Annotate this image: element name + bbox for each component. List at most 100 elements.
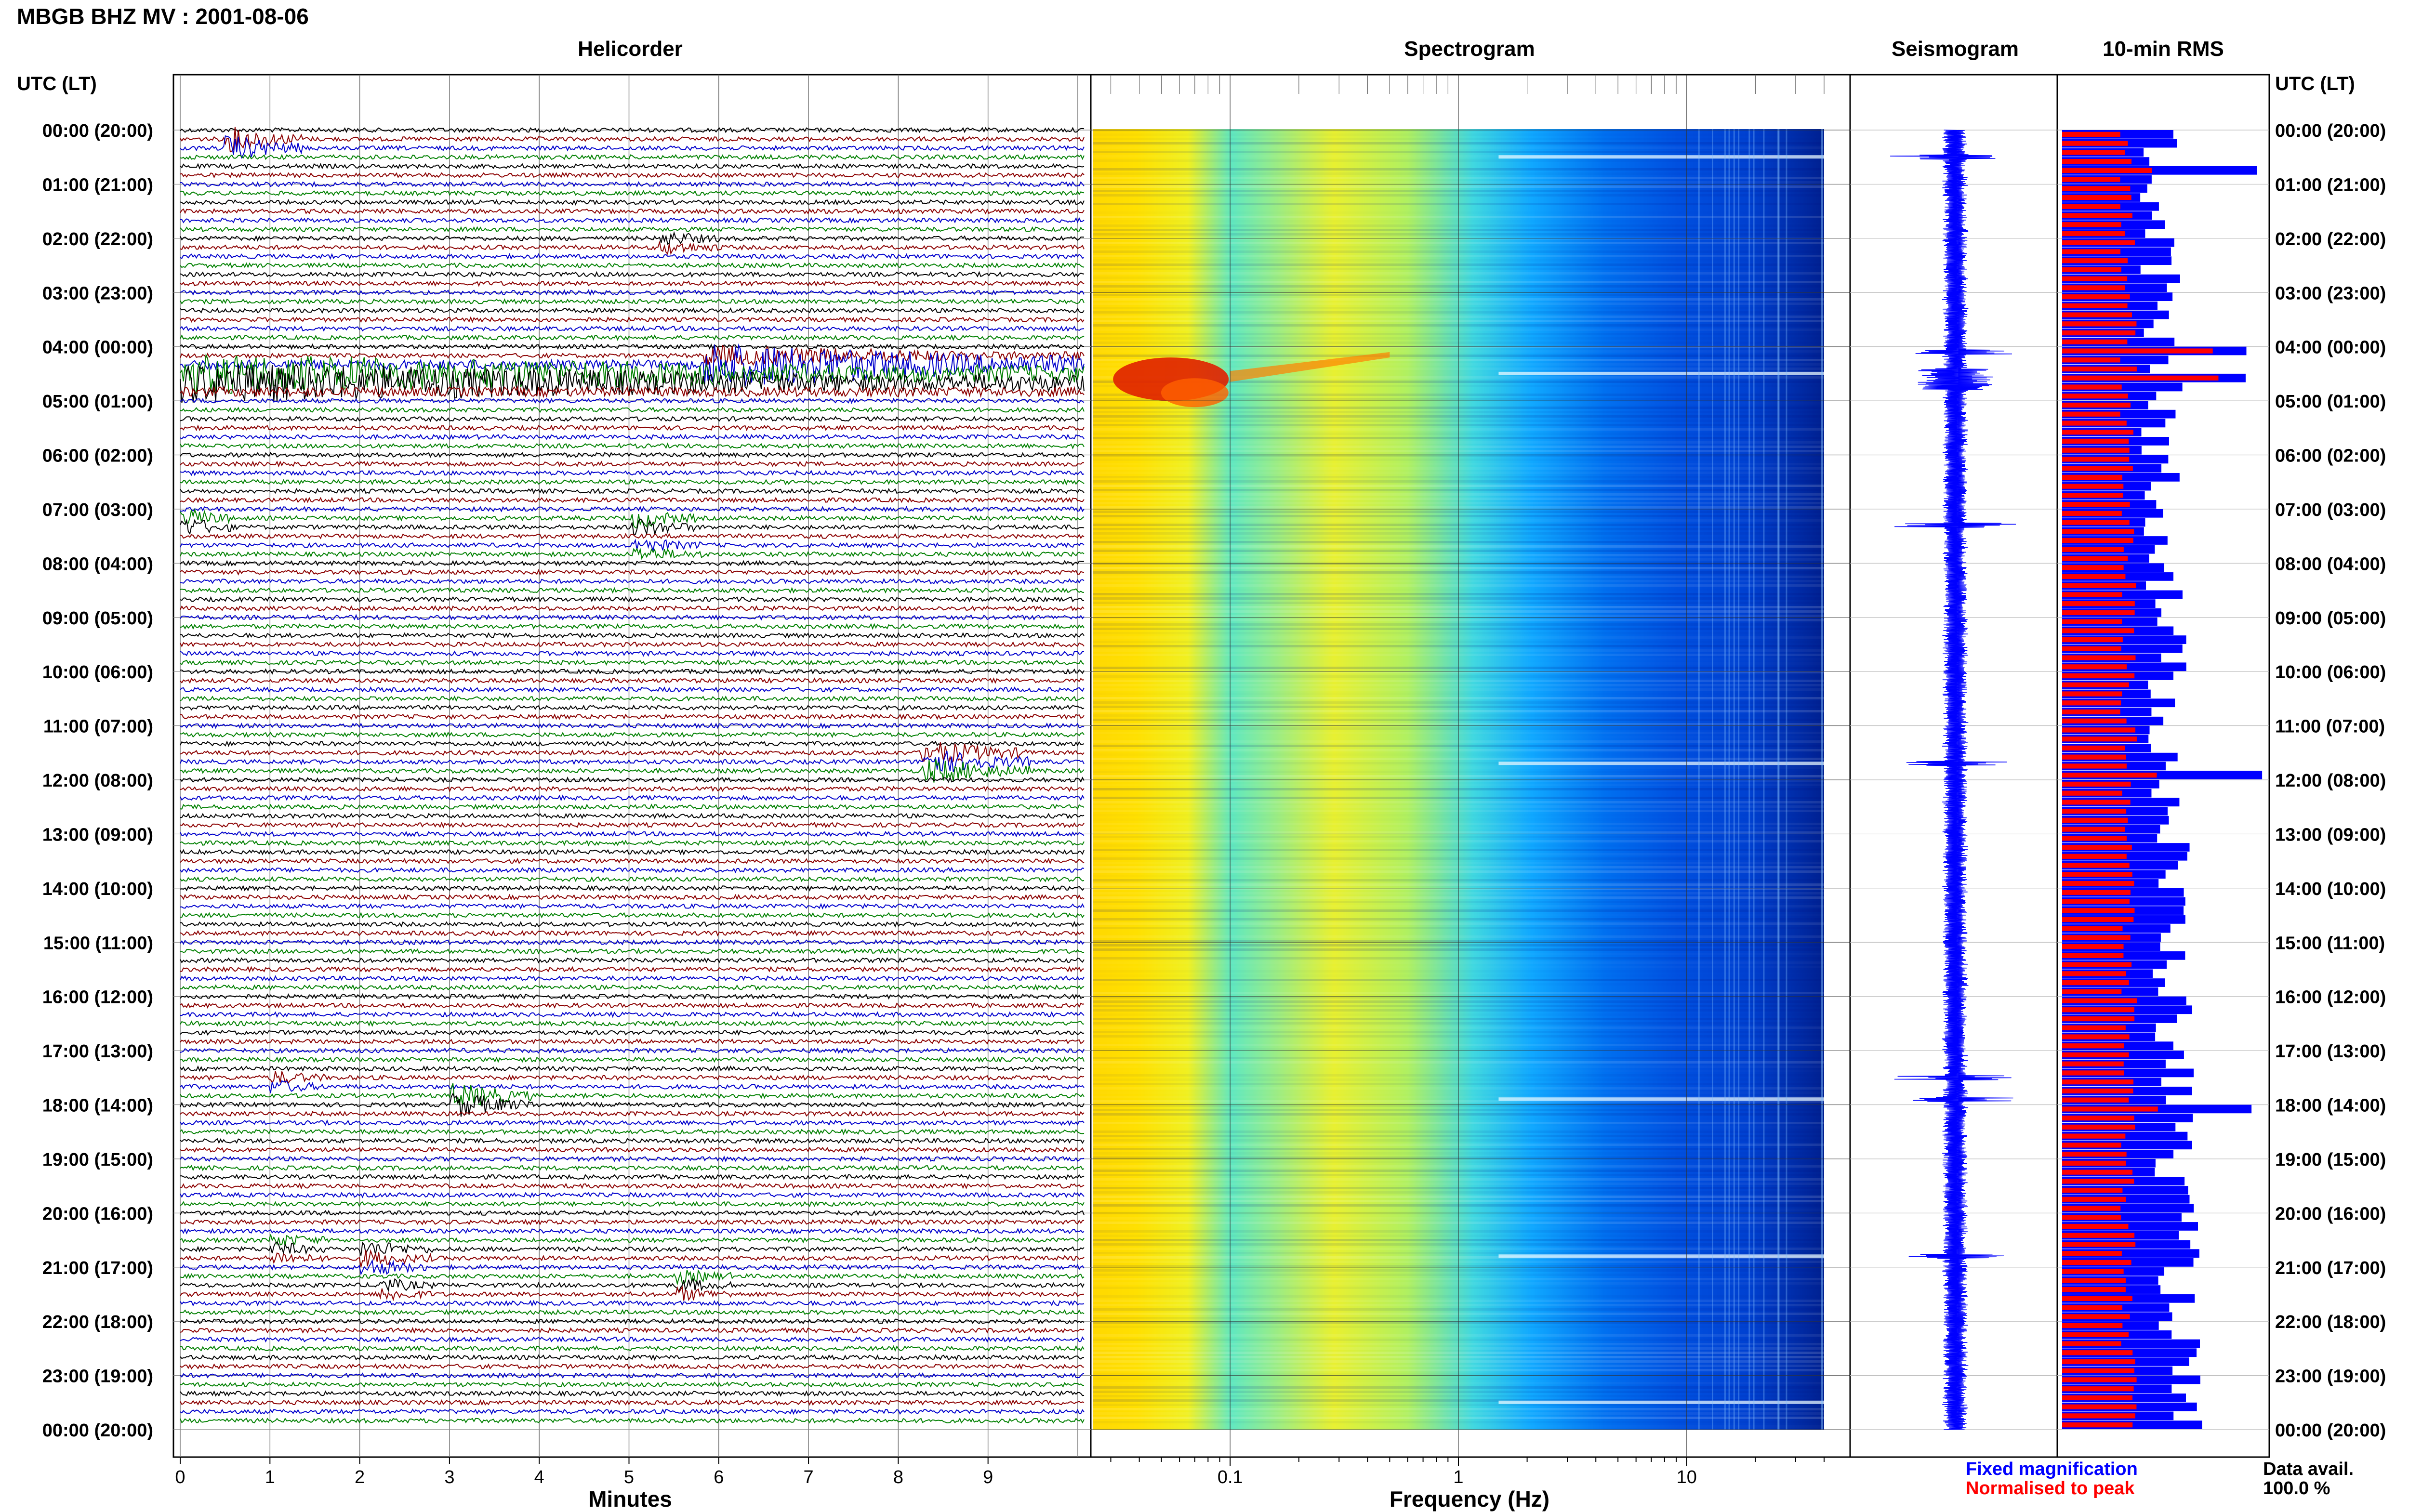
rms-bar-normalised (2062, 339, 2128, 344)
helicorder-trace (180, 821, 1085, 828)
rms-bar-normalised (2062, 186, 2131, 191)
helicorder-trace (180, 385, 1085, 398)
rms-bar-normalised (2062, 556, 2128, 561)
rms-bar-normalised (2062, 1034, 2130, 1039)
rms-bar-normalised (2062, 790, 2122, 796)
helicorder-trace (180, 1345, 1085, 1352)
helicorder-trace (180, 677, 1085, 684)
helicorder-trace (180, 171, 1085, 179)
helicorder-trace (180, 947, 1085, 955)
time-label-right: 23:00 (19:00) (2275, 1367, 2386, 1387)
rms-bar-normalised (2062, 736, 2137, 742)
rms-bar-normalised (2062, 1260, 2131, 1265)
spectrogram-band (1733, 129, 1735, 1430)
rms-bar-normalised (2062, 465, 2133, 471)
rms-bar-normalised (2062, 971, 2126, 976)
time-label-left: 19:00 (15:00) (42, 1150, 153, 1170)
rms-bar-normalised (2062, 908, 2135, 913)
helicorder-trace (180, 434, 1085, 440)
helicorder-trace (180, 518, 1085, 536)
rms-bar-normalised (2062, 204, 2120, 209)
rms-bar-normalised (2062, 844, 2132, 850)
rms-bar-normalised (2062, 745, 2125, 751)
helicorder-trace (180, 505, 1085, 513)
rms-bar-normalised (2062, 1061, 2124, 1066)
helicorder-trace (180, 181, 1085, 188)
data-avail-value: 100.0 % (2263, 1478, 2330, 1499)
helicorder-trace (180, 364, 1085, 403)
rms-bar-normalised (2062, 1395, 2133, 1401)
rms-bar-normalised (2062, 718, 2127, 723)
helicorder-trace (180, 325, 1085, 332)
rms-bar-normalised (2062, 158, 2132, 164)
helicorder-trace (180, 442, 1085, 449)
helicorder-trace (180, 1020, 1085, 1027)
helicorder-trace (180, 154, 1085, 160)
rms-bar-normalised (2062, 330, 2136, 336)
spectrogram-band (1711, 129, 1713, 1430)
helicorder-trace (180, 742, 1085, 763)
spectrogram-band (1821, 129, 1823, 1430)
helicorder-trace (180, 1092, 1085, 1117)
helicorder-trace (180, 135, 1085, 159)
spectrogram-event-streak (1498, 1254, 1824, 1258)
left-axis-header: UTC (LT) (17, 73, 97, 94)
spectrogram-band (1698, 129, 1700, 1430)
helicorder-trace (180, 253, 1085, 260)
rms-bar-normalised (2062, 1223, 2129, 1229)
time-label-right: 19:00 (15:00) (2275, 1150, 2386, 1170)
rms-bar-normalised (2062, 773, 2157, 778)
rms-bar-normalised (2062, 1215, 2121, 1220)
left-time-labels: 00:00 (20:00) 01:00 (21:00) 02:00 (22:00) 0… (42, 121, 153, 1441)
helicorder-trace (180, 984, 1085, 991)
helicorder-trace (180, 547, 1085, 560)
rms-bar-normalised (2062, 817, 2128, 823)
rms-bar-normalised (2062, 1206, 2121, 1211)
helicorder-trace (180, 912, 1085, 919)
rms-bar-normalised (2062, 863, 2130, 868)
helicorder-trace (180, 190, 1085, 197)
helicorder-panel: 0 1 2 3 4 5 6 7 8 9 (172, 74, 1092, 1487)
minute-tick-label: 7 (804, 1467, 814, 1487)
helicorder-trace (180, 1363, 1085, 1370)
helicorder-trace (180, 208, 1085, 215)
time-label-right: 17:00 (13:00) (2275, 1041, 2386, 1062)
rms-bar-normalised (2062, 1386, 2134, 1392)
helicorder-trace (180, 1173, 1085, 1181)
minute-tick-label: 3 (444, 1467, 454, 1487)
helicorder-trace (180, 840, 1085, 847)
helicorder-trace (180, 1038, 1085, 1045)
rms-bar-normalised (2062, 1368, 2134, 1373)
rms-bar-normalised (2062, 285, 2125, 290)
helicorder-trace (180, 497, 1085, 504)
rms-bar-normalised (2062, 592, 2122, 597)
rms-bar-normalised (2062, 899, 2130, 904)
rms-bar-normalised (2062, 881, 2134, 886)
rms-bar-normalised (2062, 1133, 2126, 1139)
time-label-left: 20:00 (16:00) (42, 1204, 153, 1224)
time-label-left: 22:00 (18:00) (42, 1312, 153, 1332)
helicorder-trace (180, 1029, 1085, 1036)
rms-bar-normalised (2062, 1016, 2135, 1022)
helicorder-trace (180, 759, 1085, 783)
rms-bar-normalised (2062, 646, 2121, 652)
rms-bar-normalised (2062, 457, 2130, 462)
helicorder-trace (180, 539, 1085, 552)
spectrogram-band (1777, 129, 1779, 1430)
rms-bar-normalised (2062, 935, 2131, 940)
helicorder-trace (180, 750, 1085, 773)
rms-bar-normalised (2062, 808, 2127, 814)
time-label-left: 10:00 (06:00) (42, 662, 153, 683)
minute-tick-label: 5 (624, 1467, 634, 1487)
rms-bar-normalised (2062, 384, 2122, 390)
page-title: MBGB BHZ MV : 2001-08-06 (17, 4, 309, 29)
helicorder-trace (180, 903, 1085, 910)
rms-bar-normalised (2062, 619, 2122, 624)
rms-bar-normalised (2062, 394, 2128, 399)
rms-bar-normalised (2062, 565, 2124, 570)
helicorder-trace (180, 1278, 1085, 1293)
rms-bar-normalised (2062, 691, 2122, 697)
spectrogram-title: Spectrogram (1404, 37, 1535, 61)
seismogram-trace (1890, 130, 2016, 1430)
rms-bar-normalised (2062, 430, 2133, 435)
